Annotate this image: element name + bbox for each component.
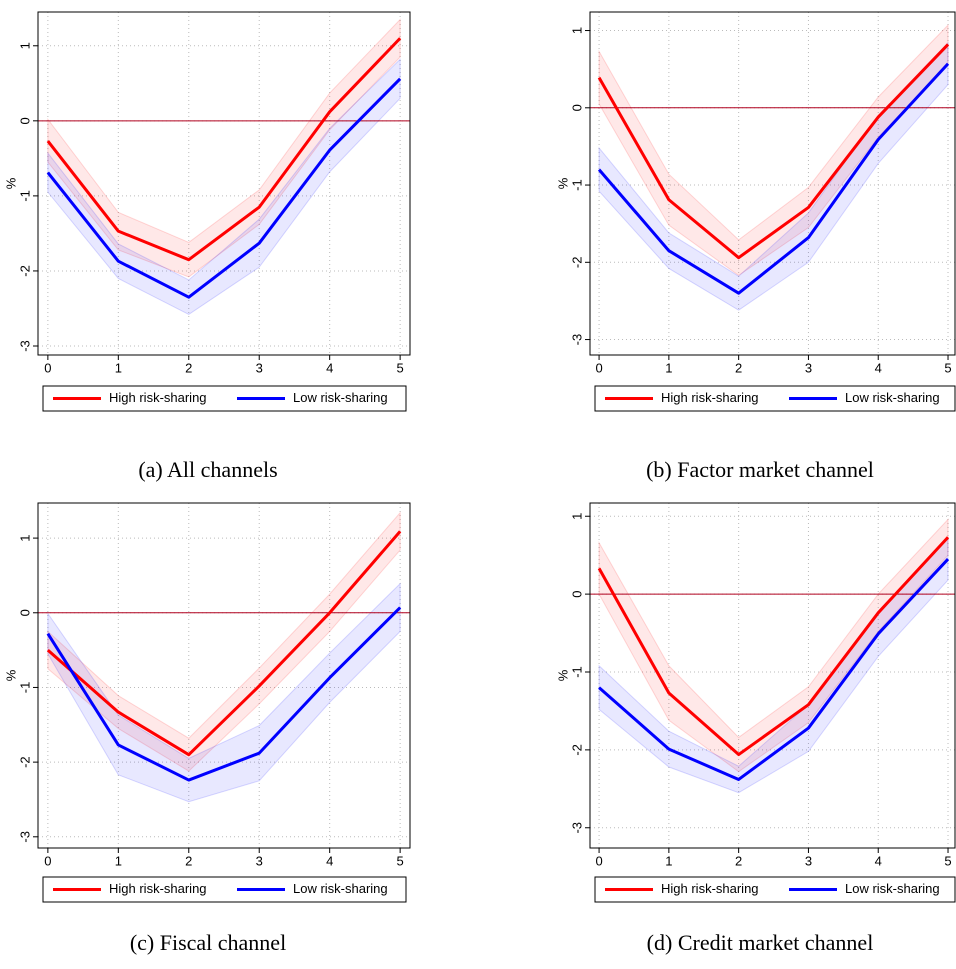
x-tick-label: 3 <box>256 853 263 868</box>
x-tick-label: 4 <box>326 853 333 868</box>
y-tick-label: 1 <box>17 534 32 541</box>
legend-label: Low risk-sharing <box>293 881 388 896</box>
y-tick-label: -1 <box>569 666 584 678</box>
caption: (b) Factor market channel <box>646 457 874 482</box>
x-tick-label: 2 <box>735 360 742 375</box>
x-tick-label: 3 <box>805 360 812 375</box>
x-tick-label: 1 <box>115 853 122 868</box>
y-tick-label: -3 <box>569 334 584 346</box>
series-line <box>46 37 402 262</box>
series-line <box>597 43 950 260</box>
legend-label: High risk-sharing <box>661 390 759 405</box>
x-tick-label: 4 <box>875 360 882 375</box>
y-axis-label: % <box>555 669 570 681</box>
confidence-band <box>47 58 401 316</box>
y-axis-label: % <box>3 177 18 189</box>
y-tick-label: 0 <box>17 117 32 124</box>
x-tick-label: 4 <box>326 360 333 375</box>
confidence-band <box>47 511 401 772</box>
plot-area <box>590 503 955 848</box>
series-line <box>46 77 402 299</box>
plot-frame <box>589 11 956 356</box>
x-tick-label: 0 <box>595 360 602 375</box>
x-tick-label: 4 <box>875 853 882 868</box>
plot-frame <box>589 502 956 849</box>
x-tick-label: 3 <box>256 360 263 375</box>
confidence-band <box>47 582 401 803</box>
x-tick-label: 5 <box>397 853 404 868</box>
x-tick-label: 1 <box>115 360 122 375</box>
caption: (c) Fiscal channel <box>130 930 286 955</box>
legend-box <box>42 876 407 903</box>
series-line <box>598 558 950 781</box>
legend-label: Low risk-sharing <box>845 881 940 896</box>
confidence-band <box>598 536 949 794</box>
legend-label: High risk-sharing <box>109 390 207 405</box>
x-tick-label: 0 <box>44 360 51 375</box>
x-tick-label: 5 <box>944 360 951 375</box>
x-tick-label: 0 <box>595 853 602 868</box>
plot-area <box>38 503 410 848</box>
series-line <box>597 62 950 295</box>
x-tick-label: 1 <box>665 853 672 868</box>
x-tick-label: 5 <box>944 853 951 868</box>
plot-frame <box>37 502 411 849</box>
plot-frame <box>37 11 411 356</box>
y-tick-label: -1 <box>17 682 32 694</box>
caption: (d) Credit market channel <box>647 930 874 955</box>
y-tick-label: -3 <box>17 340 32 352</box>
y-tick-label: -2 <box>569 744 584 756</box>
series-line <box>46 530 402 757</box>
legend-label: Low risk-sharing <box>845 390 940 405</box>
y-tick-label: -3 <box>569 822 584 834</box>
x-tick-label: 2 <box>185 853 192 868</box>
y-tick-label: 1 <box>569 27 584 34</box>
x-tick-label: 2 <box>185 360 192 375</box>
legend-label: High risk-sharing <box>661 881 759 896</box>
y-tick-label: 0 <box>569 591 584 598</box>
plot-area <box>590 12 955 355</box>
y-tick-label: 0 <box>569 104 584 111</box>
y-tick-label: 1 <box>17 42 32 49</box>
plot-area <box>38 12 410 355</box>
y-axis-label: % <box>555 177 570 189</box>
y-tick-label: -2 <box>17 265 32 277</box>
legend-box <box>594 385 956 412</box>
series-line <box>597 536 950 757</box>
confidence-band <box>598 41 949 311</box>
legend-label: High risk-sharing <box>109 881 207 896</box>
x-tick-label: 3 <box>805 853 812 868</box>
x-tick-label: 5 <box>397 360 404 375</box>
x-tick-label: 0 <box>44 853 51 868</box>
legend-box <box>594 876 956 903</box>
caption: (a) All channels <box>138 457 277 482</box>
x-tick-label: 1 <box>665 360 672 375</box>
y-tick-label: -1 <box>569 179 584 191</box>
y-tick-label: -3 <box>17 831 32 843</box>
series-line <box>46 606 402 782</box>
y-tick-label: -2 <box>17 756 32 768</box>
y-axis-label: % <box>3 669 18 681</box>
confidence-band <box>47 18 401 278</box>
x-tick-label: 2 <box>735 853 742 868</box>
y-tick-label: -1 <box>17 190 32 202</box>
y-tick-label: -2 <box>569 257 584 269</box>
legend-box <box>42 385 407 412</box>
y-tick-label: 0 <box>17 609 32 616</box>
legend-label: Low risk-sharing <box>293 390 388 405</box>
y-tick-label: 1 <box>569 513 584 520</box>
